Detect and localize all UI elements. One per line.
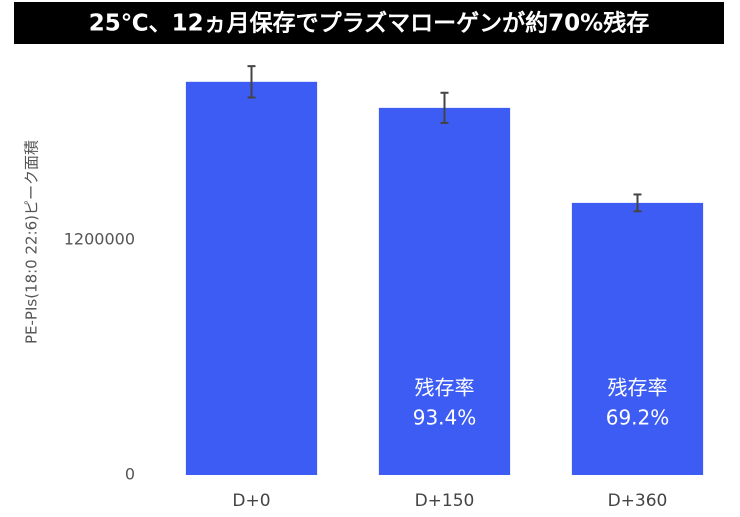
x-tick-label: D+150: [415, 491, 475, 511]
bar-annotation: 残存率: [415, 376, 475, 400]
bar-annotation: 93.4%: [413, 406, 477, 430]
error-bar: [247, 65, 256, 99]
y-tick-label: 1200000: [64, 229, 135, 248]
bar-annotation: 69.2%: [606, 406, 670, 430]
chart-title: 25℃、12ヵ月保存でプラズマローゲンが約70%残存: [89, 10, 649, 37]
y-tick-label: 0: [125, 465, 135, 484]
bar: [378, 107, 511, 475]
x-tick-label: D+360: [608, 491, 668, 511]
error-bar: [440, 91, 449, 124]
y-axis-label: PE-PIs(18:0 22:6)ピーク面積: [23, 140, 41, 344]
x-tick-label: D+0: [232, 491, 270, 511]
bar-annotation: 残存率: [608, 376, 668, 400]
error-bar: [633, 193, 642, 213]
title-box: [14, 2, 724, 44]
bar: [185, 81, 318, 475]
bar: [571, 202, 704, 476]
